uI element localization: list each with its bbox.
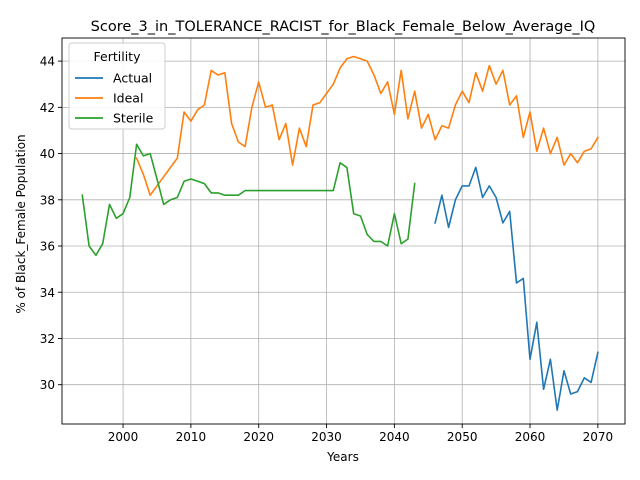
y-axis-title: % of Black_Female Population xyxy=(14,134,28,313)
legend: Fertility Actual Ideal Sterile xyxy=(68,42,166,130)
x-tick-label: 2060 xyxy=(515,430,546,444)
legend-label-ideal: Ideal xyxy=(113,91,143,106)
x-axis-title: Years xyxy=(326,450,359,464)
x-axis-ticks: 2000 2010 2020 2030 2040 2050 2060 2070 xyxy=(108,424,613,444)
y-tick-label: 36 xyxy=(40,240,55,254)
grid xyxy=(62,38,625,424)
legend-title: Fertility xyxy=(94,49,142,64)
legend-label-sterile: Sterile xyxy=(113,111,154,126)
series-line-sterile xyxy=(81,143,416,257)
legend-box xyxy=(68,42,166,130)
series-lines xyxy=(81,55,599,411)
y-axis-ticks: 30 32 34 36 38 40 42 44 xyxy=(40,55,62,392)
x-tick-label: 2070 xyxy=(583,430,614,444)
y-tick-label: 30 xyxy=(40,378,55,392)
y-tick-label: 42 xyxy=(40,101,55,115)
y-tick-label: 40 xyxy=(40,147,55,161)
y-tick-label: 44 xyxy=(40,55,55,69)
x-tick-label: 2000 xyxy=(108,430,139,444)
x-tick-label: 2010 xyxy=(176,430,207,444)
series-line-actual xyxy=(434,166,599,411)
x-tick-label: 2040 xyxy=(379,430,410,444)
y-tick-label: 38 xyxy=(40,193,55,207)
x-tick-label: 2050 xyxy=(447,430,478,444)
series-line-ideal xyxy=(135,55,599,196)
legend-items: Actual Ideal Sterile xyxy=(75,71,154,126)
chart-title: Score_3_in_TOLERANCE_RACIST_for_Black_Fe… xyxy=(91,19,596,35)
plot-frame xyxy=(61,37,626,425)
y-tick-label: 34 xyxy=(40,286,55,300)
legend-label-actual: Actual xyxy=(113,71,152,86)
y-tick-label: 32 xyxy=(40,332,55,346)
x-tick-label: 2020 xyxy=(243,430,274,444)
x-tick-label: 2030 xyxy=(311,430,342,444)
